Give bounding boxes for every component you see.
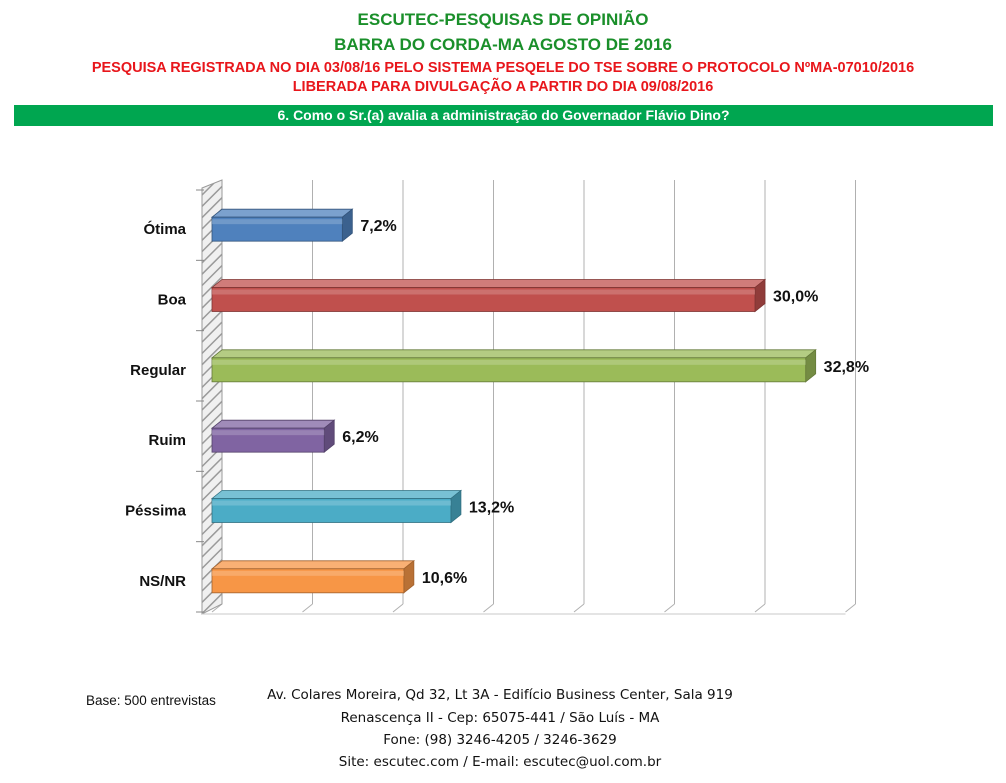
category-label: Péssima bbox=[125, 503, 187, 520]
category-label: Ruim bbox=[149, 432, 187, 449]
gridline-foot bbox=[302, 603, 313, 613]
category-label: NS/NR bbox=[139, 573, 186, 590]
gridlines bbox=[196, 179, 856, 615]
sample-base: Base: 500 entrevistas bbox=[86, 693, 216, 708]
registration-note: PESQUISA REGISTRADA NO DIA 03/08/16 PELO… bbox=[91, 60, 915, 76]
data-label: 30,0% bbox=[773, 289, 818, 306]
data-label: 13,2% bbox=[469, 500, 514, 517]
labels: Ótima 7,2% Boa 30,0% Regular 32,8% Ruim 6,2% Pés… bbox=[125, 218, 869, 590]
survey-title: ESCUTEC-PESQUISAS DE OPINIÃO bbox=[357, 10, 649, 29]
gridline-foot bbox=[483, 603, 494, 613]
bar-top-2 bbox=[210, 279, 767, 288]
address-line-2: Renascença II - Cep: 65075-441 / São Luí… bbox=[340, 710, 660, 726]
contact-line: Site: escutec.com / E-mail: escutec@uol.… bbox=[338, 754, 662, 770]
phone-line: Fone: (98) 3246-4205 / 3246-3629 bbox=[383, 732, 617, 748]
bar-chart: Ótima 7,2% Boa 30,0% Regular 32,8% Ruim 6,2% Pés… bbox=[125, 179, 869, 615]
bar-highlight-5 bbox=[212, 500, 451, 506]
category-label: Ótima bbox=[143, 220, 186, 238]
address-line-1: Av. Colares Moreira, Qd 32, Lt 3A - Edif… bbox=[267, 687, 733, 703]
bar-highlight-3 bbox=[212, 359, 806, 365]
data-label: 10,6% bbox=[422, 570, 467, 587]
bars bbox=[210, 208, 817, 594]
bar-top-6 bbox=[210, 560, 416, 570]
chart-wall bbox=[201, 179, 223, 615]
bar-highlight-2 bbox=[212, 289, 755, 295]
bar-top-3 bbox=[210, 349, 817, 359]
gridline-foot bbox=[392, 603, 404, 613]
gridline-foot bbox=[754, 603, 766, 613]
category-label: Boa bbox=[158, 292, 187, 309]
data-label: 6,2% bbox=[342, 429, 378, 446]
question-banner: 6. Como o Sr.(a) avalia a administração … bbox=[14, 105, 993, 126]
bar-top-1 bbox=[210, 208, 354, 218]
bar-highlight-4 bbox=[212, 430, 325, 436]
gridline-foot bbox=[573, 603, 585, 613]
data-label: 32,8% bbox=[824, 359, 869, 376]
bar-highlight-6 bbox=[212, 570, 404, 576]
bar-top-4 bbox=[210, 419, 336, 429]
gridline-foot bbox=[664, 603, 675, 613]
category-label: Regular bbox=[130, 362, 186, 379]
bar-top-5 bbox=[210, 490, 463, 499]
bar-highlight-1 bbox=[212, 219, 343, 225]
survey-subtitle: BARRA DO CORDA-MA AGOSTO DE 2016 bbox=[334, 35, 672, 54]
release-note: LIBERADA PARA DIVULGAÇÃO A PARTIR DO DIA… bbox=[292, 79, 714, 95]
gridline-foot bbox=[845, 603, 856, 613]
data-label: 7,2% bbox=[360, 218, 396, 235]
